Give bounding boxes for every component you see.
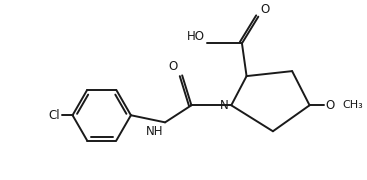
Text: NH: NH xyxy=(145,125,163,138)
Text: O: O xyxy=(260,3,269,16)
Text: O: O xyxy=(326,99,335,112)
Text: O: O xyxy=(169,60,178,73)
Text: N: N xyxy=(220,99,228,112)
Text: CH₃: CH₃ xyxy=(343,100,363,110)
Text: HO: HO xyxy=(187,30,205,43)
Text: Cl: Cl xyxy=(49,109,61,122)
